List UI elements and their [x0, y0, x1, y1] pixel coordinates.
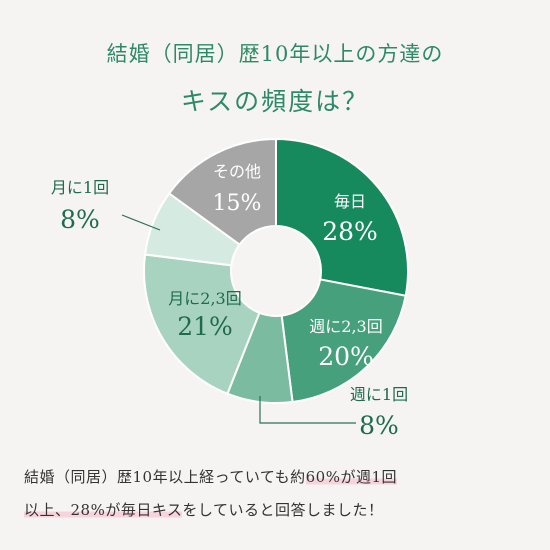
slice-label-4: 月に1回 [51, 178, 109, 197]
slice-1 [280, 278, 407, 404]
slice-label-1: 週に2,3回 [309, 317, 382, 336]
slice-value-2: 8% [359, 411, 399, 440]
slice-value-3: 21% [177, 312, 233, 341]
slice-label-5: その他 [213, 162, 261, 181]
footer-text-2: をしていると回答しました！ [182, 501, 384, 519]
slice-value-1: 20% [318, 342, 374, 371]
leader-line-monthly-once [121, 214, 161, 231]
footer-highlight-1: 60%が週1回 [305, 468, 398, 486]
slice-value-0: 28% [322, 217, 378, 246]
slice-value-5: 15% [213, 191, 262, 216]
footer-highlight-2: 以上、28%が毎日キス [24, 501, 183, 519]
leader-line-weekly-once [259, 396, 356, 424]
chart-title-line1: 結婚（同居）歴10年以上の方達の [106, 42, 444, 66]
slice-0 [275, 137, 409, 297]
footer-summary: 結婚（同居）歴10年以上経っていても約60%が週1回 以上、28%が毎日キスをし… [24, 461, 530, 527]
slice-value-4: 8% [60, 205, 100, 234]
chart-title-line2: キスの頻度は？ [180, 87, 370, 116]
slice-label-3: 月に2,3回 [168, 289, 241, 308]
footer-text-1: 結婚（同居）歴10年以上経っていても約 [24, 468, 306, 486]
slice-5 [167, 137, 277, 246]
slice-label-2: 週に1回 [350, 385, 408, 404]
slice-3 [143, 253, 261, 396]
slice-label-0: 毎日 [334, 192, 366, 211]
